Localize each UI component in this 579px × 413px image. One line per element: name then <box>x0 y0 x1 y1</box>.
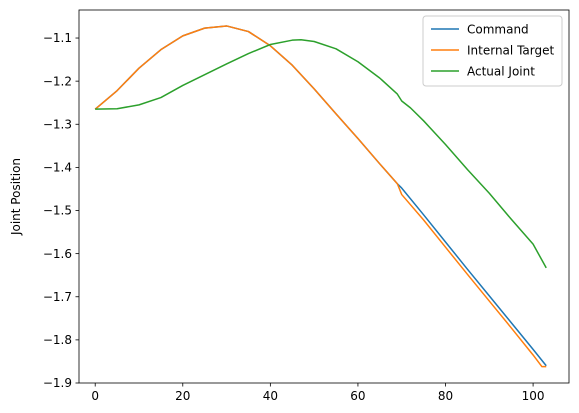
x-tick-label: 0 <box>91 389 99 403</box>
series-line-actual-joint <box>95 39 547 269</box>
legend-label: Actual Joint <box>467 64 535 78</box>
y-tick-label: −1.5 <box>43 204 72 218</box>
legend-box <box>422 15 563 87</box>
y-tick-label: −1.2 <box>43 74 72 88</box>
plot-area-frame <box>78 9 570 384</box>
legend: Command Internal Target Actual Joint <box>422 15 563 87</box>
y-tick-label: −1.6 <box>43 247 72 261</box>
x-axis-ticks: 0 20 40 60 80 100 <box>91 383 545 403</box>
y-tick-label: −1.8 <box>43 333 72 347</box>
y-tick-label: −1.1 <box>43 31 72 45</box>
x-tick-label: 40 <box>263 389 278 403</box>
series-line-internal-target <box>94 25 547 368</box>
series-lines <box>94 25 547 368</box>
y-tick-label: −1.9 <box>43 376 72 390</box>
x-tick-label: 100 <box>522 389 545 403</box>
x-tick-label: 80 <box>438 389 453 403</box>
x-tick-label: 60 <box>350 389 365 403</box>
legend-label: Internal Target <box>467 43 554 57</box>
y-tick-label: −1.4 <box>43 161 72 175</box>
legend-label: Command <box>467 22 529 36</box>
y-tick-label: −1.3 <box>43 117 72 131</box>
x-tick-label: 20 <box>175 389 190 403</box>
y-axis-label: Joint Position <box>9 158 23 236</box>
y-tick-label: −1.7 <box>43 290 72 304</box>
y-axis-ticks: −1.9 −1.8 −1.7 −1.6 −1.5 −1.4 −1.3 −1.2 −1.1 <box>43 31 79 390</box>
